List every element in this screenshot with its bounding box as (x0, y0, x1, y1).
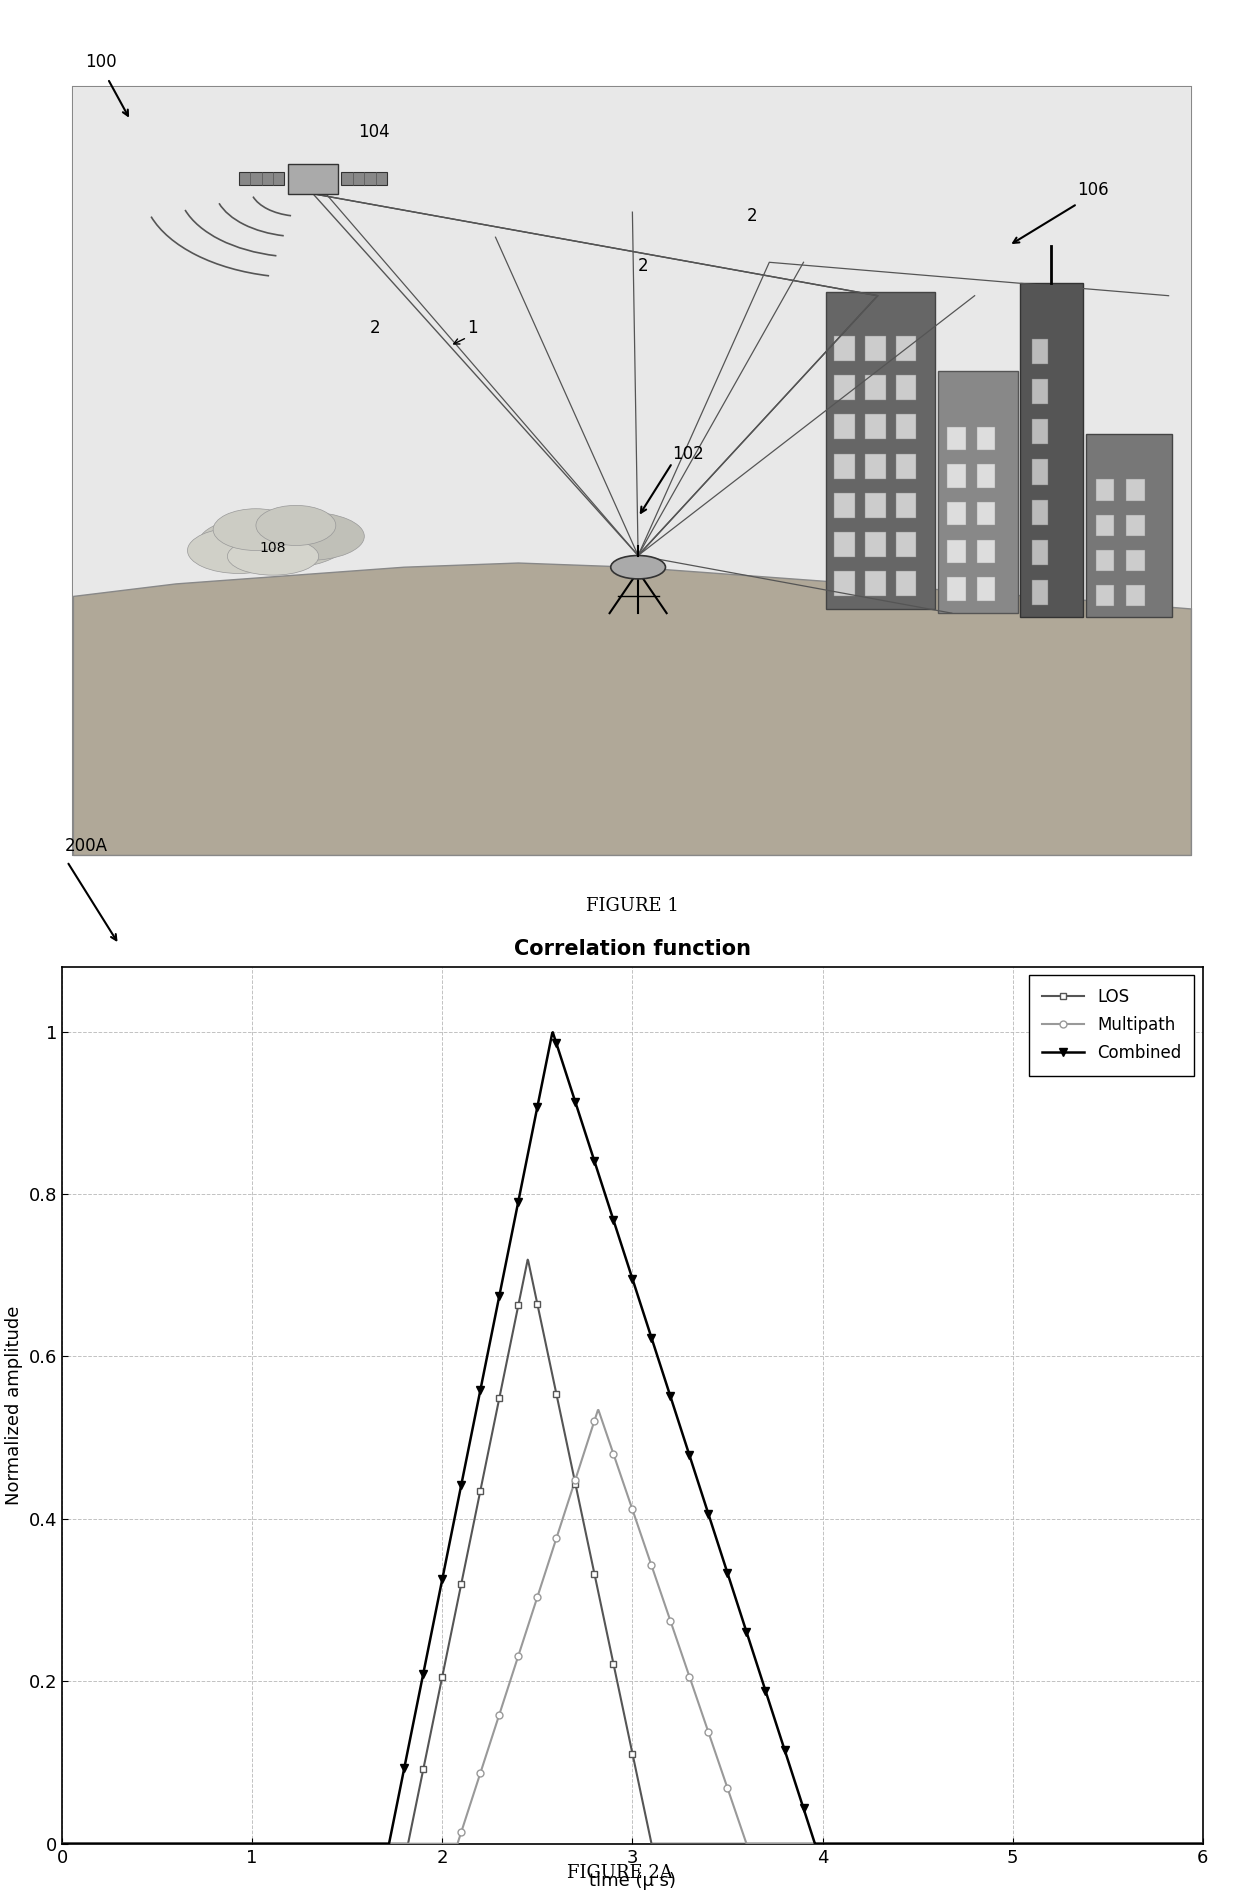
Text: 100: 100 (84, 53, 117, 72)
Text: 2: 2 (639, 257, 649, 274)
FancyBboxPatch shape (866, 494, 885, 518)
FancyBboxPatch shape (1086, 433, 1172, 616)
FancyBboxPatch shape (866, 531, 885, 558)
FancyBboxPatch shape (1096, 514, 1114, 537)
FancyBboxPatch shape (835, 494, 854, 518)
Y-axis label: Normalized amplitude: Normalized amplitude (5, 1305, 24, 1505)
FancyBboxPatch shape (947, 427, 966, 450)
FancyBboxPatch shape (1096, 550, 1114, 571)
FancyBboxPatch shape (977, 465, 996, 488)
Ellipse shape (611, 556, 666, 579)
Ellipse shape (227, 537, 319, 575)
FancyBboxPatch shape (977, 501, 996, 526)
FancyBboxPatch shape (897, 374, 916, 401)
FancyBboxPatch shape (1126, 514, 1145, 537)
FancyBboxPatch shape (1096, 584, 1114, 607)
Polygon shape (73, 564, 1192, 855)
Text: 108: 108 (260, 541, 286, 554)
FancyBboxPatch shape (897, 494, 916, 518)
FancyBboxPatch shape (835, 531, 854, 558)
FancyBboxPatch shape (947, 577, 966, 601)
Title: Correlation function: Correlation function (513, 940, 751, 959)
FancyBboxPatch shape (73, 87, 1192, 855)
FancyBboxPatch shape (341, 172, 387, 185)
FancyBboxPatch shape (1032, 460, 1048, 484)
FancyBboxPatch shape (835, 571, 854, 596)
FancyBboxPatch shape (1032, 581, 1048, 605)
Text: 2: 2 (370, 320, 381, 337)
FancyBboxPatch shape (835, 454, 854, 478)
FancyBboxPatch shape (866, 571, 885, 596)
Ellipse shape (198, 514, 347, 569)
FancyBboxPatch shape (1021, 284, 1083, 616)
FancyBboxPatch shape (239, 172, 284, 185)
Text: 102: 102 (672, 444, 704, 463)
FancyBboxPatch shape (939, 371, 1018, 613)
Text: 106: 106 (1078, 182, 1109, 199)
FancyBboxPatch shape (897, 571, 916, 596)
Text: 2: 2 (746, 206, 758, 225)
FancyBboxPatch shape (897, 337, 916, 361)
Text: FIGURE 2A: FIGURE 2A (567, 1863, 673, 1882)
FancyBboxPatch shape (835, 337, 854, 361)
FancyBboxPatch shape (977, 577, 996, 601)
FancyBboxPatch shape (866, 454, 885, 478)
FancyBboxPatch shape (947, 539, 966, 564)
Ellipse shape (187, 528, 290, 573)
FancyBboxPatch shape (977, 539, 996, 564)
FancyBboxPatch shape (288, 165, 339, 193)
Text: FIGURE 1: FIGURE 1 (587, 896, 678, 915)
FancyBboxPatch shape (1032, 539, 1048, 565)
FancyBboxPatch shape (1126, 480, 1145, 501)
FancyBboxPatch shape (866, 337, 885, 361)
FancyBboxPatch shape (1032, 420, 1048, 444)
FancyBboxPatch shape (977, 427, 996, 450)
FancyBboxPatch shape (947, 501, 966, 526)
X-axis label: time (μ s): time (μ s) (589, 1872, 676, 1891)
FancyBboxPatch shape (1126, 584, 1145, 607)
FancyBboxPatch shape (826, 291, 935, 609)
FancyBboxPatch shape (1032, 499, 1048, 524)
FancyBboxPatch shape (866, 374, 885, 401)
FancyBboxPatch shape (897, 531, 916, 558)
FancyBboxPatch shape (1126, 550, 1145, 571)
Ellipse shape (213, 509, 299, 550)
FancyBboxPatch shape (1032, 380, 1048, 405)
FancyBboxPatch shape (1032, 338, 1048, 365)
FancyBboxPatch shape (835, 414, 854, 439)
Ellipse shape (255, 505, 336, 545)
FancyBboxPatch shape (897, 414, 916, 439)
Legend: LOS, Multipath, Combined: LOS, Multipath, Combined (1028, 976, 1194, 1076)
FancyBboxPatch shape (866, 414, 885, 439)
Ellipse shape (250, 512, 365, 560)
Text: 1: 1 (467, 320, 477, 337)
FancyBboxPatch shape (947, 465, 966, 488)
Bar (73, 87, 1192, 630)
Text: 104: 104 (358, 123, 391, 142)
Text: 200A: 200A (64, 836, 108, 855)
FancyBboxPatch shape (835, 374, 854, 401)
FancyBboxPatch shape (897, 454, 916, 478)
FancyBboxPatch shape (1096, 480, 1114, 501)
